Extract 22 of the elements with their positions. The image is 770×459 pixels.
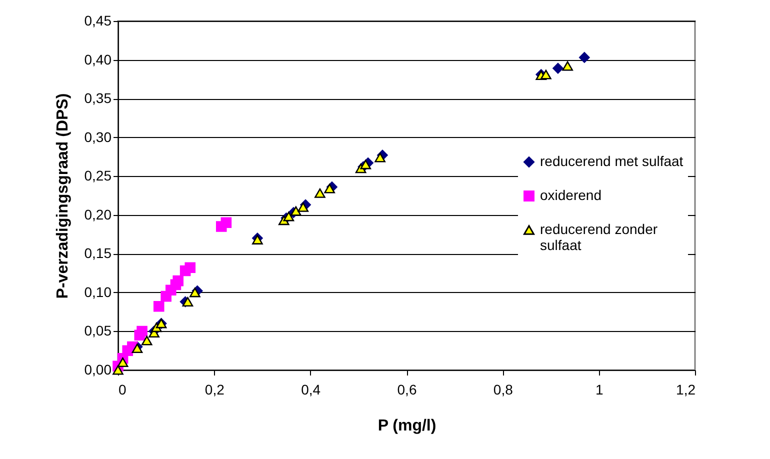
x-tick-label: 0 — [118, 382, 126, 398]
y-tick-label: 0,00 — [84, 362, 112, 378]
y-tick-label: 0,20 — [84, 206, 112, 222]
y-axis-title: P-verzadigingsgraad (DPS) — [54, 93, 72, 299]
y-tick-label: 0,30 — [84, 128, 112, 145]
y-tick-label: 0,10 — [84, 284, 112, 300]
y-tick-label: 0,45 — [84, 12, 112, 28]
x-tick-label: 0,6 — [397, 382, 417, 398]
y-tick-label: 0,05 — [84, 322, 112, 339]
legend-label: reducerend zonder sulfaat — [540, 221, 658, 253]
x-tick-label: 0,2 — [204, 382, 225, 398]
x-tick-label: 1 — [595, 382, 604, 398]
y-tick-label: 0,40 — [84, 51, 112, 68]
y-tick-label: 0,35 — [84, 90, 112, 106]
x-tick-label: 0,8 — [493, 382, 514, 398]
legend-label: reducerend met sulfaat — [540, 153, 684, 169]
legend-label: oxiderend — [540, 187, 602, 203]
x-tick-label: 1,2 — [676, 382, 696, 398]
x-tick-label: 0,4 — [301, 382, 321, 398]
y-tick-label: 0,15 — [84, 245, 112, 262]
y-tick-label: 0,25 — [84, 168, 112, 184]
x-axis-title: P (mg/l) — [378, 418, 436, 434]
